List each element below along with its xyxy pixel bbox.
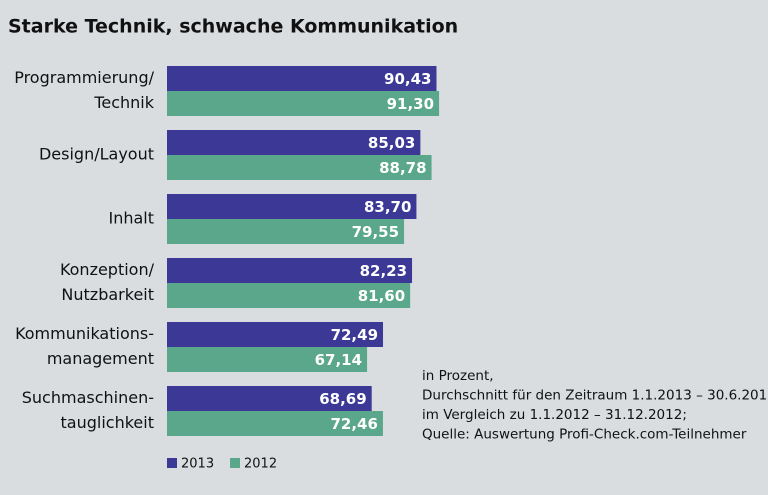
annotation: in Prozent,	[422, 368, 494, 384]
legend-label: 2013	[181, 457, 214, 472]
bar	[167, 66, 437, 91]
category-label: management	[47, 349, 154, 368]
value-label: 79,55	[352, 223, 399, 241]
bar	[167, 194, 417, 219]
annotation: Quelle: Auswertung Profi-Check.com-Teiln…	[422, 427, 747, 443]
category-label: Design/Layout	[39, 145, 154, 164]
category-label: Konzeption/	[60, 260, 155, 279]
bar	[167, 283, 411, 308]
value-label: 83,70	[364, 198, 411, 216]
value-label: 82,23	[360, 262, 407, 280]
value-label: 91,30	[387, 95, 434, 113]
annotation: Durchschnitt für den Zeitraum 1.1.2013 –…	[422, 388, 768, 404]
bar	[167, 130, 421, 155]
legend-swatch	[230, 458, 240, 468]
category-label: Kommunikations-	[15, 324, 154, 343]
category-label: Technik	[93, 93, 154, 112]
bar	[167, 411, 383, 436]
value-label: 72,46	[330, 415, 377, 433]
category-label: Programmierung/	[14, 68, 154, 87]
bar	[167, 155, 432, 180]
value-label: 68,69	[319, 390, 366, 408]
legend-label: 2012	[244, 457, 277, 472]
category-label: Nutzbarkeit	[61, 285, 154, 304]
annotation: im Vergleich zu 1.1.2012 – 31.12.2012;	[422, 407, 687, 423]
bar	[167, 347, 368, 372]
legend-swatch	[167, 458, 177, 468]
bar	[167, 219, 405, 244]
value-label: 88,78	[379, 159, 426, 177]
category-label: Suchmaschinen-	[22, 388, 154, 407]
value-label: 72,49	[331, 326, 378, 344]
bar	[167, 91, 440, 116]
bar	[167, 386, 372, 411]
value-label: 67,14	[315, 351, 362, 369]
value-label: 90,43	[384, 70, 431, 88]
value-label: 81,60	[358, 287, 405, 305]
chart-title: Starke Technik, schwache Kommunikation	[8, 16, 458, 38]
bar	[167, 258, 413, 283]
bar	[167, 322, 384, 347]
category-label: Inhalt	[108, 209, 154, 228]
category-label: tauglichkeit	[61, 413, 154, 432]
value-label: 85,03	[368, 134, 415, 152]
